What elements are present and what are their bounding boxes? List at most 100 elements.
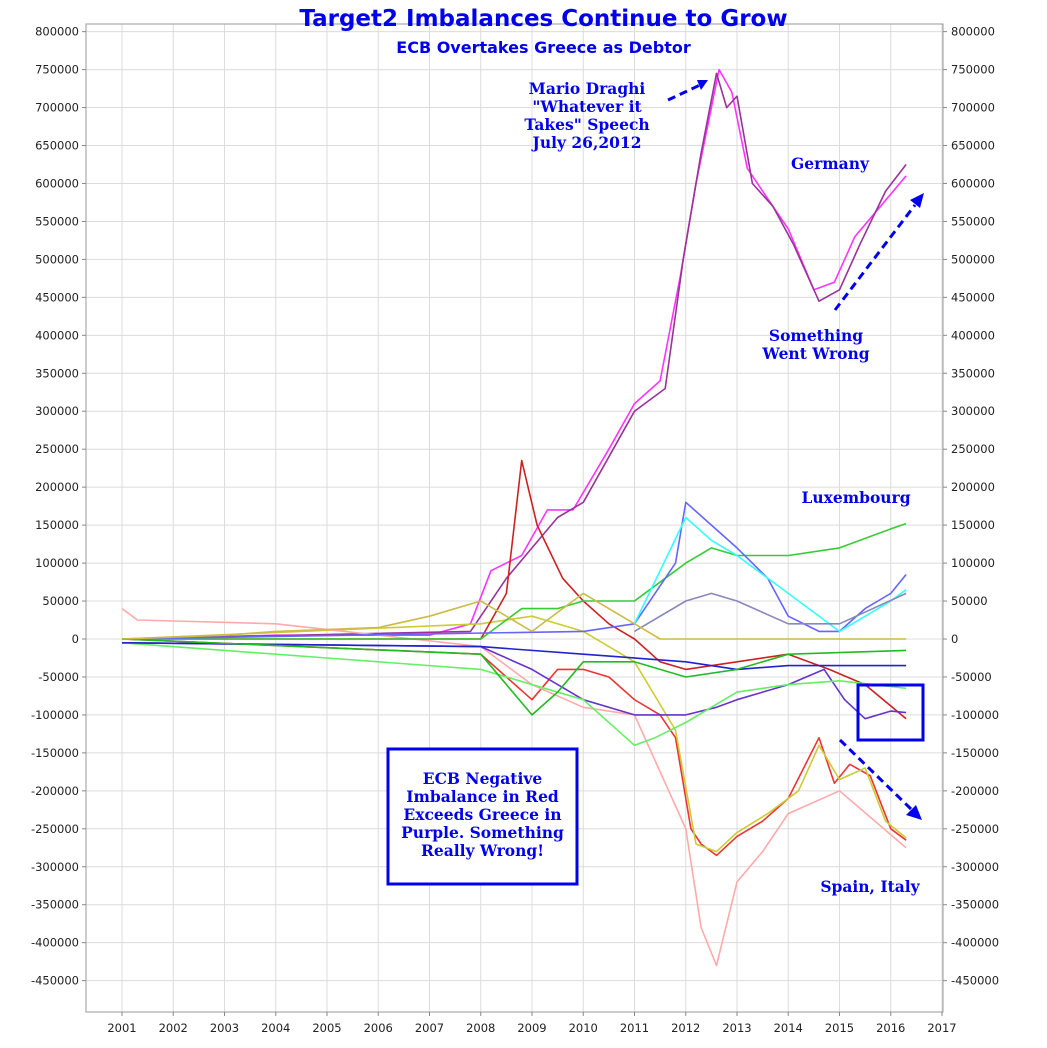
- germany-label: Germany: [791, 154, 869, 173]
- x-tick-label: 2011: [620, 1021, 649, 1035]
- y-tick-label: 800000: [35, 25, 79, 39]
- draghi-line: Mario Draghi: [528, 79, 646, 98]
- decline-arrow: [838, 738, 914, 812]
- y-tick-label: 700000: [35, 101, 79, 115]
- x-tick-label: 2012: [671, 1021, 700, 1035]
- ecb-note: ECB Negative Imbalance in Red Exceeds Gr…: [390, 770, 575, 860]
- y-tick-label: -100000: [31, 708, 79, 722]
- draghi-line: July 26,2012: [532, 133, 642, 152]
- y-tick-label: 50000: [42, 594, 79, 608]
- something-wrong-annotation: Something Went Wrong: [746, 327, 886, 363]
- y-tick-label: 750000: [35, 63, 79, 77]
- y-tick-label: 300000: [35, 404, 79, 418]
- series-line-ecb: [122, 459, 907, 720]
- plot-frame: [85, 23, 944, 1013]
- chart-subtitle: ECB Overtakes Greece as Debtor: [396, 38, 691, 57]
- y-tick-label-right: -250000: [951, 822, 999, 836]
- y-tick-label: 100000: [35, 556, 79, 570]
- annotation-line: Something: [768, 326, 864, 345]
- series-line-other-debtor: [121, 642, 907, 671]
- y-tick-label-right: -450000: [951, 974, 999, 988]
- rise-arrow: [833, 204, 917, 311]
- y-tick-label: -50000: [38, 670, 79, 684]
- y-tick-label-right: -350000: [951, 898, 999, 912]
- y-tick-label: 0: [72, 632, 79, 646]
- series-line-portugal: [121, 642, 907, 747]
- y-tick-label: -300000: [31, 860, 79, 874]
- x-tick-label: 2001: [107, 1021, 136, 1035]
- x-tick-label: 2015: [825, 1021, 854, 1035]
- y-tick-label: 550000: [35, 214, 79, 228]
- annotation-line: Really Wrong!: [420, 841, 545, 860]
- ecb-note-box: [386, 747, 579, 886]
- y-tick-label: 150000: [35, 518, 79, 532]
- x-tick-label: 2014: [774, 1021, 803, 1035]
- rise-arrowhead: [910, 193, 924, 208]
- y-tick-label-right: 700000: [951, 101, 995, 115]
- y-tick-label-right: 0: [951, 632, 958, 646]
- x-tick-label: 2013: [722, 1021, 751, 1035]
- y-tick-label: 350000: [35, 366, 79, 380]
- series-line-netherlands: [121, 501, 907, 640]
- y-tick-label: 600000: [35, 176, 79, 190]
- y-tick-label-right: 300000: [951, 404, 995, 418]
- series-line-other-creditor: [634, 592, 907, 633]
- series-line-germany-alt: [121, 72, 907, 640]
- y-tick-label-right: 800000: [951, 25, 995, 39]
- y-tick-label-right: 350000: [951, 366, 995, 380]
- luxembourg-label: Luxembourg: [801, 488, 911, 507]
- y-tick-label: -350000: [31, 898, 79, 912]
- y-tick-label: 500000: [35, 252, 79, 266]
- x-tick-label: 2010: [569, 1021, 598, 1035]
- y-tick-label-right: -400000: [951, 936, 999, 950]
- annotation-line: Imbalance in Red: [406, 787, 559, 806]
- spain-italy-label: Spain, Italy: [820, 877, 920, 896]
- draghi-line: Takes" Speech: [524, 115, 650, 134]
- series-line-belgium: [121, 592, 907, 640]
- y-tick-label-right: 100000: [951, 556, 995, 570]
- y-tick-label-right: 50000: [951, 594, 988, 608]
- x-tick-label: 2008: [466, 1021, 495, 1035]
- y-tick-label: 400000: [35, 328, 79, 342]
- y-tick-label-right: 600000: [951, 176, 995, 190]
- x-tick-label: 2004: [261, 1021, 290, 1035]
- annotation-line: Exceeds Greece in: [403, 805, 562, 824]
- y-tick-label: 250000: [35, 442, 79, 456]
- y-tick-label: 200000: [35, 480, 79, 494]
- series-line-italy-alt: [121, 607, 907, 967]
- x-tick-label: 2007: [415, 1021, 444, 1035]
- draghi-line: "Whatever it: [532, 97, 642, 116]
- y-tick-label-right: 750000: [951, 63, 995, 77]
- annotation-line: Went Wrong: [762, 344, 870, 363]
- x-tick-label: 2017: [927, 1021, 956, 1035]
- y-tick-label-right: 650000: [951, 139, 995, 153]
- series-line-finland: [633, 516, 907, 633]
- series-line-luxembourg: [122, 522, 907, 640]
- series-line-ireland: [121, 638, 907, 716]
- annotation-line: Purple. Something: [401, 823, 564, 842]
- y-tick-label: -150000: [31, 746, 79, 760]
- y-tick-label-right: -50000: [951, 670, 992, 684]
- y-tick-label-right: 400000: [951, 328, 995, 342]
- x-tick-label: 2006: [364, 1021, 393, 1035]
- highlight-box: [856, 683, 925, 742]
- series-line-italy: [121, 615, 907, 853]
- draghi-arrowhead: [697, 80, 708, 90]
- y-tick-label: 650000: [35, 139, 79, 153]
- draghi-annotation: Mario Draghi "Whatever it Takes" Speech …: [507, 80, 667, 152]
- annotation-line: ECB Negative: [422, 769, 543, 788]
- decline-arrowhead: [906, 805, 922, 820]
- chart-title: Target2 Imbalances Continue to Grow: [299, 6, 788, 32]
- series-line-greece: [121, 642, 907, 720]
- y-tick-label: -200000: [31, 784, 79, 798]
- y-tick-label: 450000: [35, 290, 79, 304]
- y-tick-label-right: 150000: [951, 518, 995, 532]
- y-tick-label-right: 550000: [951, 214, 995, 228]
- draghi-arrow: [667, 83, 701, 102]
- y-tick-label-right: -100000: [951, 708, 999, 722]
- y-tick-label: -450000: [31, 974, 79, 988]
- y-tick-label: -250000: [31, 822, 79, 836]
- series-line-spain: [121, 638, 907, 857]
- y-tick-label-right: -200000: [951, 784, 999, 798]
